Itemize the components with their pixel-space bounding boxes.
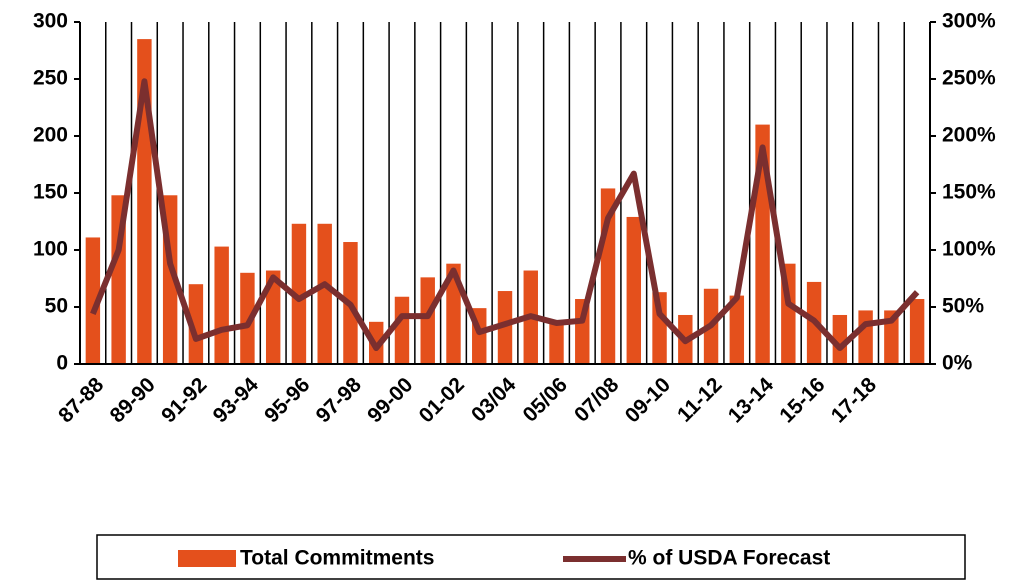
x-tick-label: 17-18	[827, 373, 881, 427]
bar	[317, 223, 332, 364]
x-tick-label: 03/04	[467, 373, 521, 427]
y-tick-label: 300	[33, 10, 68, 33]
x-tick-label: 09-10	[621, 373, 675, 427]
x-tick-label: 95-96	[260, 373, 314, 427]
bar	[265, 270, 281, 364]
x-tick-label: 05/06	[519, 373, 572, 426]
y-tick-label: 100	[33, 238, 68, 261]
bar	[240, 272, 255, 364]
bar	[446, 263, 461, 364]
legend-label: % of USDA Forecast	[628, 547, 830, 570]
legend-swatch	[178, 550, 236, 567]
y-tick-label: 200	[33, 124, 68, 147]
bar	[420, 277, 435, 364]
x-tick-label: 99-00	[363, 373, 417, 427]
bar	[858, 310, 873, 364]
legend-box	[96, 534, 966, 580]
x-tick-label: 13-14	[724, 373, 778, 427]
bar	[626, 216, 641, 364]
bar	[291, 223, 307, 364]
y2-tick-label: 0%	[942, 352, 973, 375]
x-tick-label: 87-88	[54, 373, 108, 427]
y2-tick-label: 200%	[942, 124, 996, 147]
bar	[188, 284, 204, 364]
bar	[394, 296, 410, 364]
y2-tick-label: 250%	[942, 67, 996, 90]
bar	[729, 295, 745, 364]
y2-tick-label: 300%	[942, 10, 996, 33]
x-tick-label: 15-16	[775, 373, 829, 427]
y-tick-label: 150	[33, 181, 68, 204]
bar	[85, 237, 101, 364]
x-tick-label: 11-12	[673, 373, 726, 426]
bar	[549, 320, 564, 364]
y-tick-label: 250	[33, 67, 68, 90]
x-tick-label: 01-02	[415, 373, 469, 427]
x-tick-label: 89-90	[106, 373, 160, 427]
x-tick-label: 93-94	[209, 373, 263, 427]
x-tick-label: 91-92	[157, 373, 211, 427]
bar	[909, 299, 925, 364]
y-tick-label: 0	[56, 352, 68, 375]
y2-tick-label: 100%	[942, 238, 996, 261]
bar	[832, 314, 848, 364]
legend-label: Total Commitments	[240, 547, 434, 570]
line	[90, 78, 920, 352]
bar	[497, 291, 513, 364]
y2-tick-label: 50%	[942, 295, 984, 318]
y2-tick-label: 150%	[942, 181, 996, 204]
bar	[214, 246, 229, 364]
y-tick-label: 50	[45, 295, 68, 318]
x-tick-label: 97-98	[312, 373, 366, 427]
x-tick-label: 07/08	[570, 373, 624, 427]
